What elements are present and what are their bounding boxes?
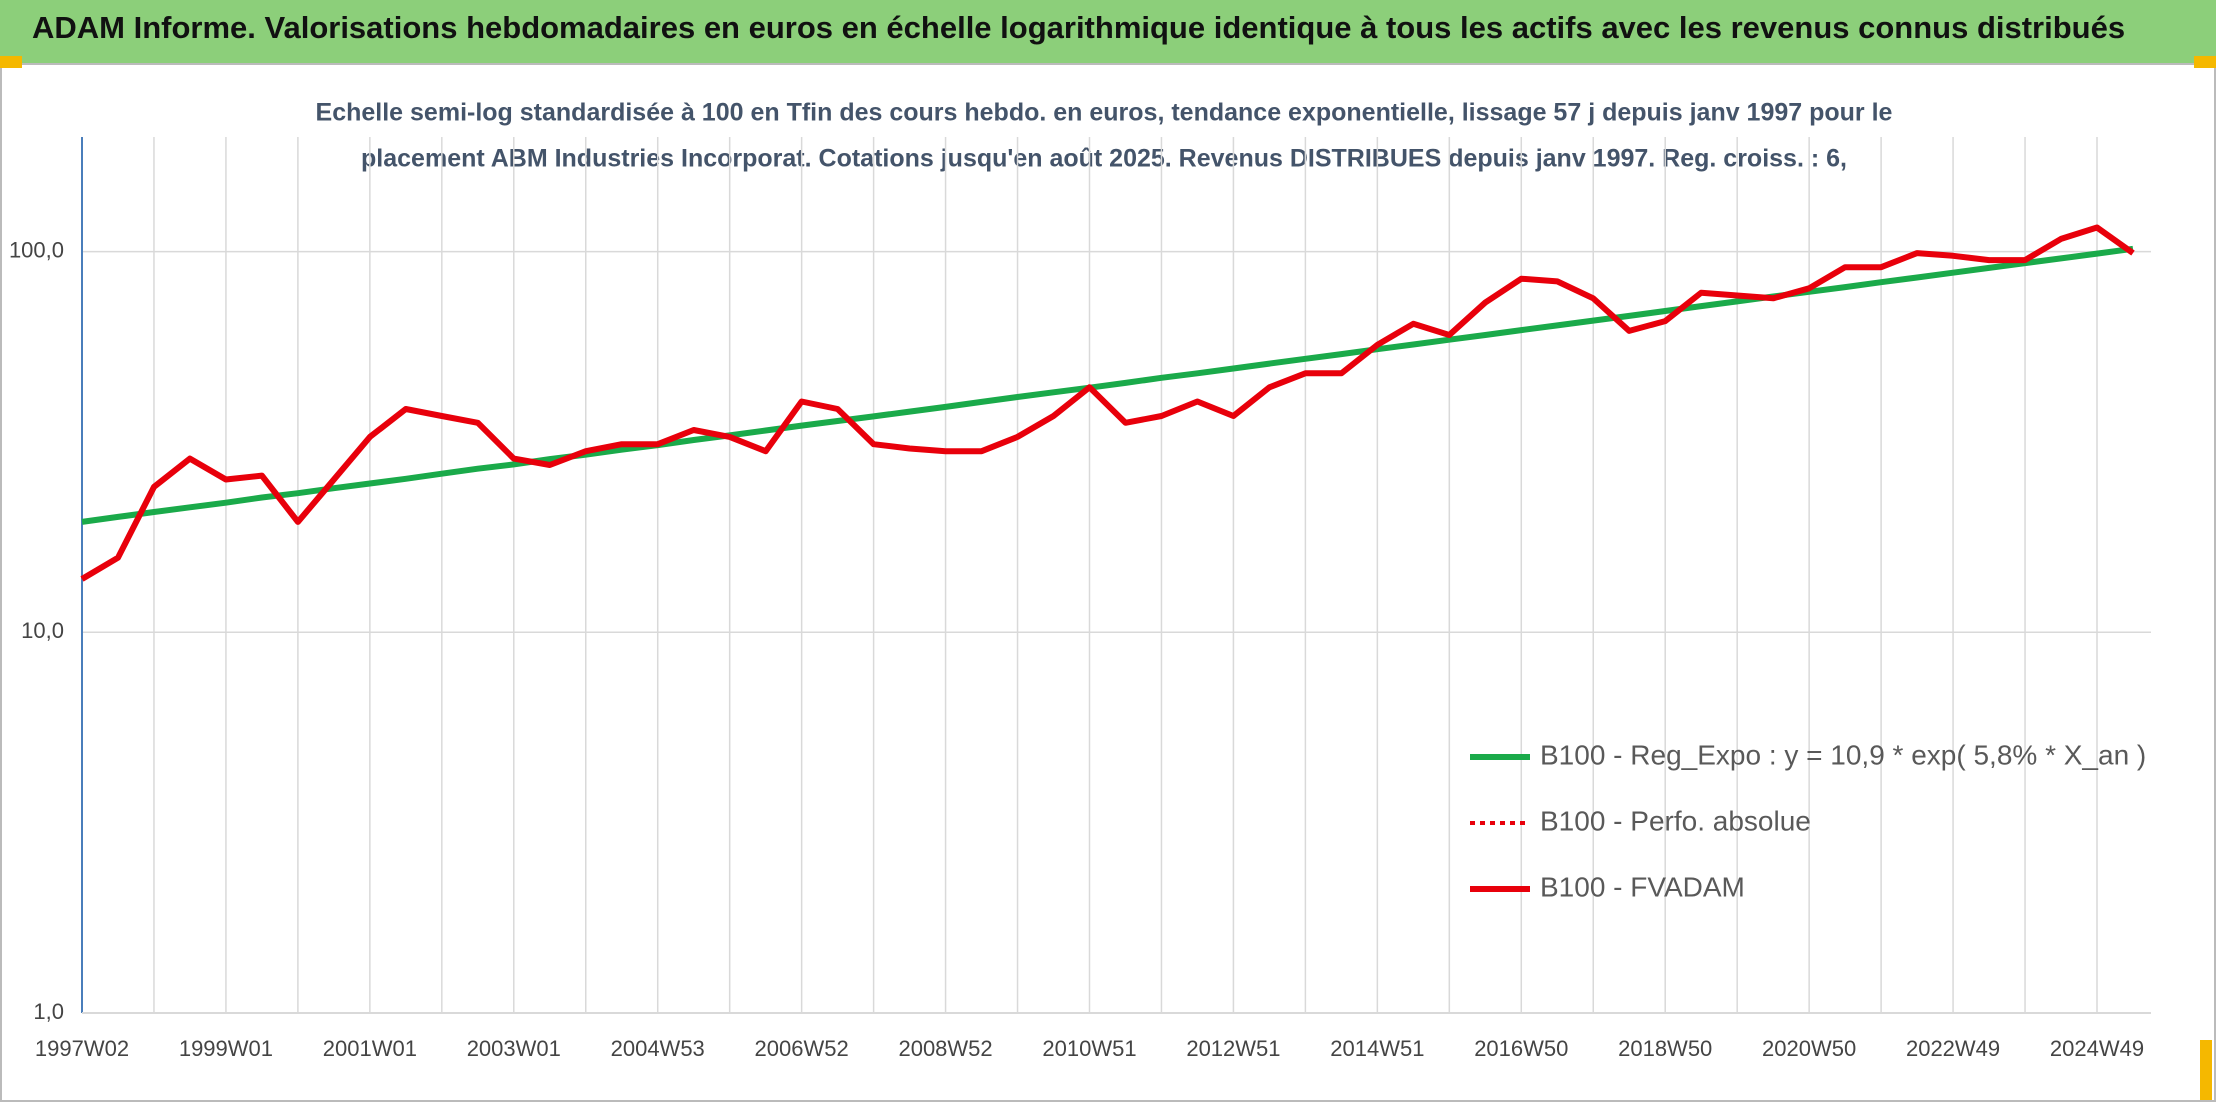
x-tick-label: 2022W49 bbox=[1906, 1036, 2000, 1061]
x-tick-label: 2012W51 bbox=[1186, 1036, 1280, 1061]
x-tick-label: 2008W52 bbox=[898, 1036, 992, 1061]
chart-subtitle: Echelle semi-log standardisée à 100 en T… bbox=[316, 99, 1893, 127]
legend-label: B100 - FVADAM bbox=[1540, 871, 1745, 902]
x-tick-label: 2020W50 bbox=[1762, 1036, 1856, 1061]
corner bbox=[2200, 1040, 2212, 1100]
x-tick-label: 2018W50 bbox=[1618, 1036, 1712, 1061]
chart-title: ADAM Informe. Valorisations hebdomadaire… bbox=[32, 10, 2125, 45]
y-tick-label: 10,0 bbox=[21, 618, 64, 643]
corner bbox=[0, 56, 22, 68]
x-tick-label: 1997W02 bbox=[35, 1036, 129, 1061]
x-tick-label: 2014W51 bbox=[1330, 1036, 1424, 1061]
header-bar bbox=[0, 0, 2216, 64]
frame bbox=[0, 63, 2216, 1102]
x-tick-label: 1999W01 bbox=[179, 1036, 273, 1061]
chart-subtitle: placement ABM Industries Incorporat. Cot… bbox=[361, 145, 1847, 173]
corner bbox=[2194, 56, 2216, 68]
legend-label: B100 - Reg_Expo : y = 10,9 * exp( 5,8% *… bbox=[1540, 739, 2146, 770]
x-tick-label: 2006W52 bbox=[755, 1036, 849, 1061]
y-tick-label: 100,0 bbox=[9, 237, 64, 262]
series-line bbox=[80, 224, 2135, 582]
x-tick-label: 2004W53 bbox=[611, 1036, 705, 1061]
x-tick-label: 2001W01 bbox=[323, 1036, 417, 1061]
x-tick-label: 2016W50 bbox=[1474, 1036, 1568, 1061]
x-tick-label: 2010W51 bbox=[1042, 1036, 1136, 1061]
legend-label: B100 - Perfo. absolue bbox=[1540, 805, 1811, 836]
x-tick-label: 2024W49 bbox=[2050, 1036, 2144, 1061]
x-tick-label: 2003W01 bbox=[467, 1036, 561, 1061]
y-tick-label: 1,0 bbox=[33, 999, 64, 1024]
